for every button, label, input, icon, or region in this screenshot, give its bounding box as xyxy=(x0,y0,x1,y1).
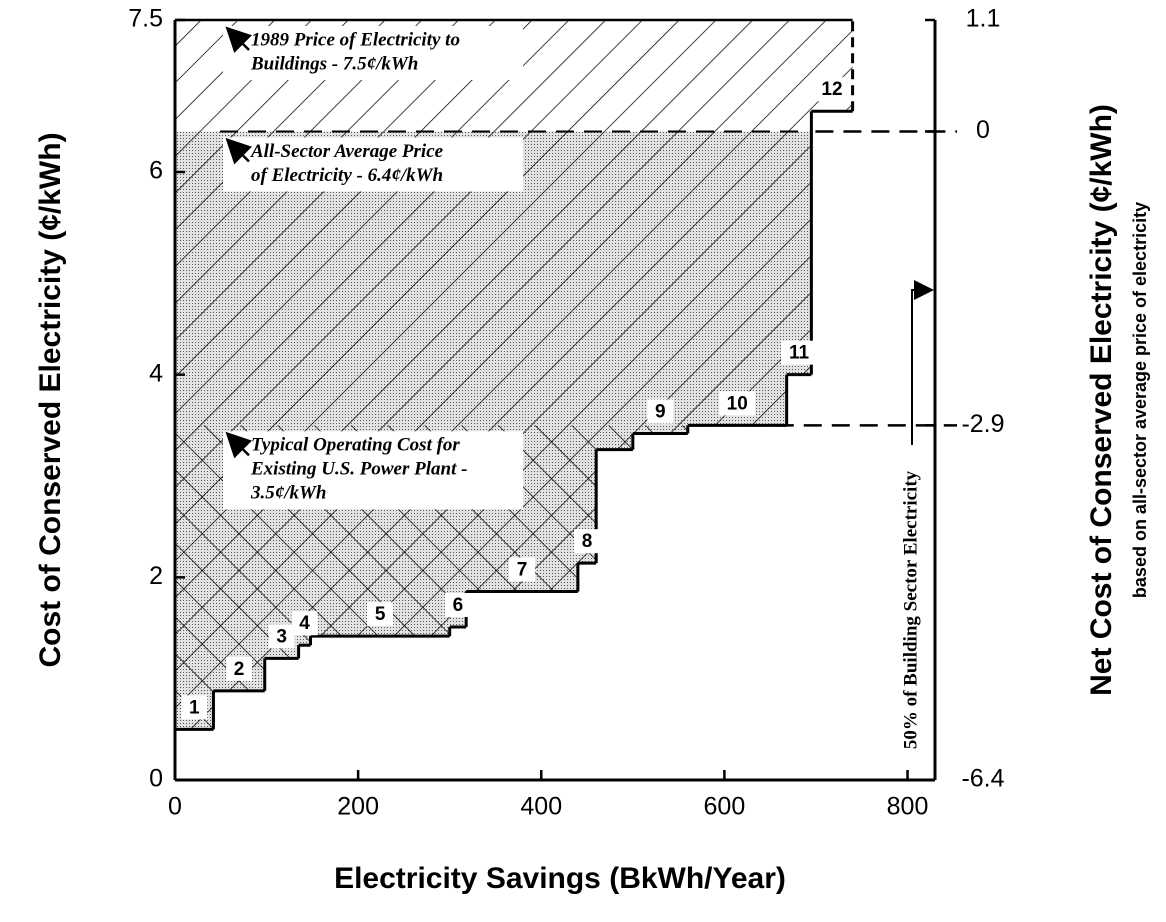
step-label: 1 xyxy=(189,697,200,718)
step-label-box xyxy=(813,77,850,102)
x-tick-label: 400 xyxy=(520,793,562,821)
x-tick-label: 800 xyxy=(887,793,929,821)
x-tick-label: 0 xyxy=(168,793,182,821)
step-label-box xyxy=(719,391,756,416)
annotation-text: Typical Operating Cost for xyxy=(251,435,460,456)
annotation-box xyxy=(223,137,523,192)
step-label: 4 xyxy=(299,613,310,634)
step-label: 8 xyxy=(582,531,593,552)
y-tick-label: 6 xyxy=(149,157,163,185)
hatched-regions xyxy=(175,20,853,730)
y-tick-label: 0 xyxy=(149,765,163,793)
step-label: 7 xyxy=(517,560,528,581)
annotation-text: All-Sector Average Price xyxy=(250,141,444,162)
annotation-box xyxy=(223,431,523,510)
step-label-box xyxy=(444,592,471,617)
annotation-text: 1989 Price of Electricity to xyxy=(251,29,460,50)
step-label-box xyxy=(181,695,208,720)
hatch-region xyxy=(175,20,853,730)
annotation-arrow xyxy=(911,280,934,445)
step-label: 9 xyxy=(655,401,666,422)
annotation-arrow xyxy=(225,137,252,165)
y2-tick-label: 0 xyxy=(976,116,990,144)
step-label-box xyxy=(367,602,394,627)
annotation-text: 3.5¢/kWh xyxy=(250,483,327,504)
step-label: 12 xyxy=(821,79,842,100)
annotation-text: Existing U.S. Power Plant - xyxy=(250,459,467,480)
step-label-box xyxy=(226,656,253,681)
y2-axis-label: Net Cost of Conserved Electricity (¢/kWh… xyxy=(1085,104,1118,696)
annotation: 50% of Building Sector Electricity xyxy=(900,470,921,749)
y2-tick-label: -6.4 xyxy=(961,765,1004,793)
step-label-box xyxy=(291,611,318,636)
step-label-box xyxy=(781,340,818,365)
annotation-box xyxy=(223,26,523,80)
step-label-box xyxy=(574,529,601,554)
annotation-text: Buildings - 7.5¢/kWh xyxy=(250,53,418,74)
annotation-arrow xyxy=(225,26,252,53)
step-label-box xyxy=(647,399,674,424)
step-label-box xyxy=(509,557,536,582)
y-tick-label: 7.5 xyxy=(128,5,163,33)
step-label: 3 xyxy=(276,626,287,647)
y2-tick-label: 1.1 xyxy=(966,5,1001,33)
step-label-box xyxy=(268,624,295,649)
y-tick-label: 2 xyxy=(149,562,163,590)
y-axis-label: Cost of Conserved Electricity (¢/kWh) xyxy=(34,132,67,667)
y2-tick-label: -2.9 xyxy=(961,410,1004,438)
step-label: 2 xyxy=(234,659,245,680)
y-tick-label: 4 xyxy=(149,359,163,387)
annotation-text: of Electricity - 6.4¢/kWh xyxy=(251,165,443,186)
step-label: 10 xyxy=(727,393,748,414)
x-tick-label: 200 xyxy=(337,793,379,821)
step-label: 5 xyxy=(375,604,386,625)
y2-subtitle: based on all-sector average price of ele… xyxy=(1130,202,1150,598)
x-axis-label: Electricity Savings (BkWh/Year) xyxy=(334,862,786,895)
step-label: 11 xyxy=(789,343,810,364)
step-label: 6 xyxy=(453,595,464,616)
annotation-arrow xyxy=(225,431,252,459)
x-tick-label: 600 xyxy=(704,793,746,821)
